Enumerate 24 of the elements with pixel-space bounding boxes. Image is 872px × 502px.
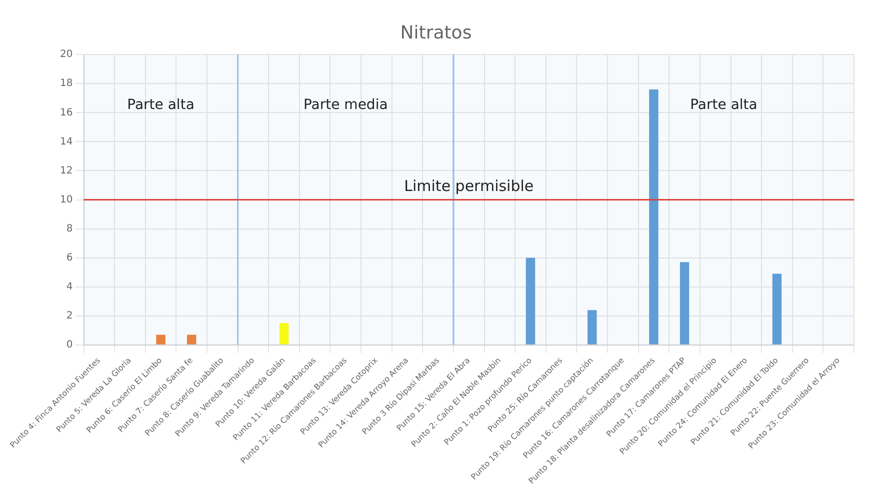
- y-tick-label: 4: [66, 281, 73, 292]
- band-label: Parte media: [303, 97, 388, 114]
- y-tick-label: 12: [60, 165, 73, 176]
- y-tick-label: 10: [60, 194, 73, 206]
- y-tick-label: 6: [66, 252, 73, 264]
- bar: [526, 258, 536, 344]
- bar: [186, 334, 196, 344]
- y-tick-label: 20: [60, 49, 73, 60]
- ref-line-label: Limite permisible: [404, 177, 534, 196]
- bar: [772, 274, 782, 344]
- bar: [680, 262, 690, 344]
- y-tick-label: 0: [66, 339, 73, 350]
- band-label: Parte alta: [127, 97, 194, 114]
- bar: [279, 323, 289, 344]
- bar: [156, 334, 166, 344]
- y-tick-label: 14: [60, 136, 73, 148]
- band-label: Parte alta: [690, 97, 758, 114]
- y-tick-label: 2: [66, 310, 73, 322]
- y-tick-label: 18: [60, 78, 73, 90]
- y-tick-label: 16: [60, 107, 73, 118]
- bar: [587, 310, 597, 344]
- chart-title: Nitratos: [400, 22, 472, 44]
- bar: [649, 89, 658, 344]
- y-tick-label: 8: [66, 223, 73, 234]
